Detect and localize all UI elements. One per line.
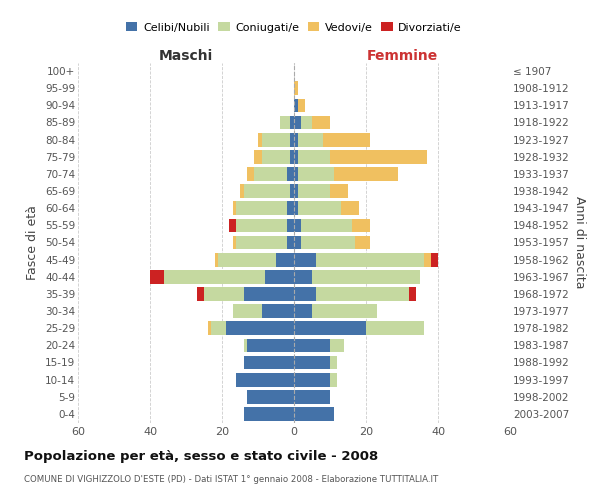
Bar bbox=[240, 184, 244, 198]
Bar bbox=[290, 150, 294, 164]
Text: Maschi: Maschi bbox=[159, 48, 213, 62]
Bar bbox=[294, 407, 334, 421]
Bar bbox=[330, 150, 427, 164]
Bar bbox=[218, 253, 276, 266]
Bar bbox=[352, 218, 370, 232]
Bar bbox=[316, 253, 424, 266]
Bar bbox=[294, 98, 298, 112]
Legend: Celibi/Nubili, Coniugati/e, Vedovi/e, Divorziati/e: Celibi/Nubili, Coniugati/e, Vedovi/e, Di… bbox=[122, 18, 466, 37]
Bar bbox=[236, 236, 287, 250]
Bar bbox=[298, 184, 330, 198]
Bar bbox=[287, 236, 294, 250]
Bar bbox=[208, 322, 211, 335]
Bar bbox=[330, 373, 337, 386]
Bar bbox=[294, 82, 298, 95]
Bar bbox=[211, 322, 226, 335]
Bar bbox=[301, 236, 355, 250]
Bar bbox=[294, 270, 312, 283]
Text: Popolazione per età, sesso e stato civile - 2008: Popolazione per età, sesso e stato civil… bbox=[24, 450, 378, 463]
Bar bbox=[262, 133, 290, 146]
Bar bbox=[294, 218, 301, 232]
Y-axis label: Fasce di età: Fasce di età bbox=[26, 205, 40, 280]
Bar bbox=[298, 150, 330, 164]
Bar bbox=[294, 236, 301, 250]
Bar bbox=[244, 184, 290, 198]
Bar bbox=[301, 218, 352, 232]
Bar bbox=[341, 202, 359, 215]
Bar bbox=[276, 253, 294, 266]
Bar bbox=[280, 116, 290, 130]
Bar bbox=[294, 184, 298, 198]
Bar bbox=[262, 304, 294, 318]
Bar bbox=[236, 202, 287, 215]
Bar bbox=[244, 287, 294, 301]
Bar bbox=[298, 167, 334, 181]
Bar bbox=[294, 202, 298, 215]
Bar bbox=[287, 202, 294, 215]
Bar bbox=[312, 116, 330, 130]
Bar bbox=[294, 287, 316, 301]
Bar bbox=[150, 270, 164, 283]
Bar bbox=[204, 287, 244, 301]
Bar bbox=[294, 338, 330, 352]
Bar bbox=[294, 253, 316, 266]
Bar bbox=[294, 390, 330, 404]
Bar bbox=[290, 133, 294, 146]
Bar bbox=[265, 270, 294, 283]
Bar bbox=[334, 167, 398, 181]
Bar bbox=[294, 133, 298, 146]
Bar bbox=[290, 184, 294, 198]
Bar bbox=[294, 304, 312, 318]
Bar bbox=[247, 390, 294, 404]
Bar bbox=[287, 218, 294, 232]
Bar bbox=[298, 133, 323, 146]
Bar bbox=[254, 150, 262, 164]
Bar bbox=[294, 322, 366, 335]
Bar bbox=[258, 133, 262, 146]
Bar bbox=[312, 270, 420, 283]
Y-axis label: Anni di nascita: Anni di nascita bbox=[573, 196, 586, 289]
Bar bbox=[366, 322, 424, 335]
Bar bbox=[301, 116, 312, 130]
Bar bbox=[247, 167, 254, 181]
Bar bbox=[236, 218, 287, 232]
Bar bbox=[312, 304, 377, 318]
Bar bbox=[244, 338, 247, 352]
Bar bbox=[294, 373, 330, 386]
Bar bbox=[233, 236, 236, 250]
Bar bbox=[294, 116, 301, 130]
Bar bbox=[323, 133, 370, 146]
Bar bbox=[244, 356, 294, 370]
Bar bbox=[330, 184, 348, 198]
Bar bbox=[355, 236, 370, 250]
Text: Femmine: Femmine bbox=[367, 48, 437, 62]
Bar bbox=[294, 356, 330, 370]
Bar bbox=[298, 202, 341, 215]
Bar bbox=[254, 167, 287, 181]
Bar bbox=[316, 287, 409, 301]
Bar bbox=[164, 270, 265, 283]
Bar bbox=[197, 287, 204, 301]
Bar bbox=[424, 253, 431, 266]
Bar bbox=[262, 150, 290, 164]
Bar bbox=[409, 287, 416, 301]
Bar bbox=[236, 373, 294, 386]
Bar bbox=[330, 338, 344, 352]
Bar bbox=[244, 407, 294, 421]
Bar bbox=[294, 167, 298, 181]
Bar bbox=[330, 356, 337, 370]
Bar bbox=[431, 253, 438, 266]
Bar bbox=[290, 116, 294, 130]
Text: COMUNE DI VIGHIZZOLO D'ESTE (PD) - Dati ISTAT 1° gennaio 2008 - Elaborazione TUT: COMUNE DI VIGHIZZOLO D'ESTE (PD) - Dati … bbox=[24, 475, 438, 484]
Bar bbox=[233, 304, 262, 318]
Bar bbox=[247, 338, 294, 352]
Bar bbox=[287, 167, 294, 181]
Bar bbox=[233, 202, 236, 215]
Bar bbox=[294, 150, 298, 164]
Bar bbox=[298, 98, 305, 112]
Bar bbox=[215, 253, 218, 266]
Bar bbox=[226, 322, 294, 335]
Bar bbox=[229, 218, 236, 232]
